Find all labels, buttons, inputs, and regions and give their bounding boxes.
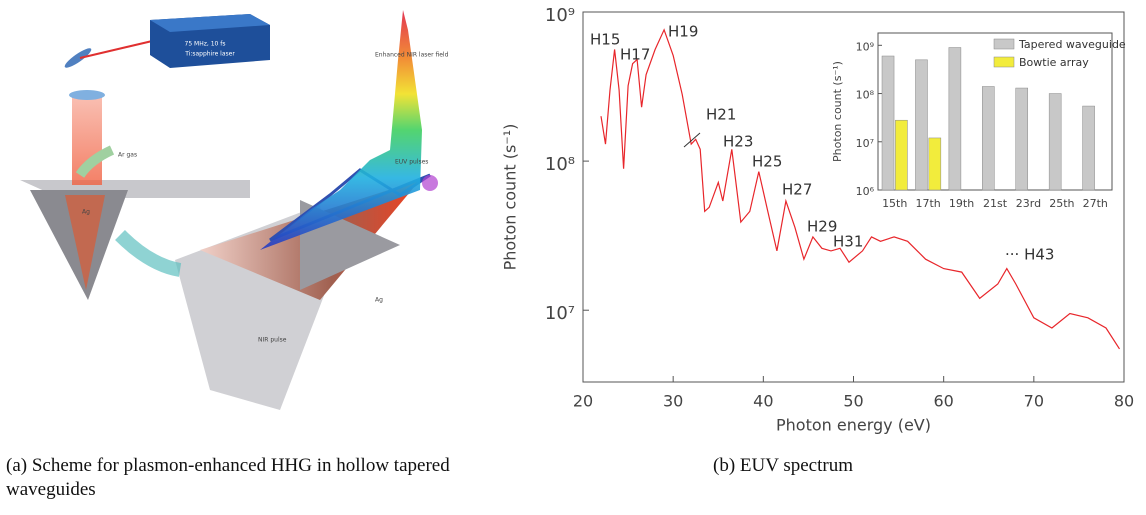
bar bbox=[1015, 87, 1029, 191]
y-tick-label: 10⁷ bbox=[545, 303, 575, 324]
x-tick-label: 60 bbox=[933, 392, 953, 411]
diagram-label: Ar gas bbox=[118, 152, 137, 159]
harmonic-label: ··· H43 bbox=[1005, 246, 1054, 264]
x-tick-label: 27th bbox=[1083, 197, 1108, 210]
diagram-label: Ag bbox=[375, 297, 383, 304]
laser-box-top bbox=[150, 14, 270, 32]
x-tick-label: 25th bbox=[1049, 197, 1074, 210]
legend-label: Tapered waveguide bbox=[1018, 38, 1126, 51]
y-tick-label: 10⁸ bbox=[856, 89, 875, 102]
taper-core bbox=[65, 195, 105, 290]
harmonic-label: H15 bbox=[590, 31, 620, 49]
bar bbox=[928, 137, 942, 191]
caption: (a) Scheme for plasmon-enhanced HHG in h… bbox=[6, 455, 450, 500]
bar bbox=[982, 86, 995, 191]
field-spike bbox=[260, 10, 422, 250]
harmonic-label: H17 bbox=[620, 46, 650, 64]
h21-arrow bbox=[683, 132, 701, 148]
x-tick-label: 17th bbox=[915, 197, 940, 210]
y-axis-label: Photon count (s⁻¹) bbox=[831, 61, 844, 162]
y-tick-label: 10⁶ bbox=[856, 185, 875, 198]
x-axis-label: Photon energy (eV) bbox=[776, 416, 931, 435]
harmonic-label: H23 bbox=[723, 133, 753, 151]
y-tick-label: 10⁹ bbox=[856, 40, 874, 53]
harmonic-label: H19 bbox=[668, 23, 698, 41]
diagram-label: Enhanced NIR laser field bbox=[375, 52, 449, 59]
x-tick-label: 21st bbox=[983, 197, 1008, 210]
y-axis-label: Photon count (s⁻¹) bbox=[501, 124, 520, 271]
laser-label: Ti:sapphire laser bbox=[184, 51, 235, 58]
harmonic-label: H21 bbox=[706, 106, 736, 124]
laser-label: 75 MHz, 10 fs bbox=[185, 41, 226, 48]
figure-canvas: 75 MHz, 10 fs Ti:sapphire laser Enhanced… bbox=[20, 5, 1134, 435]
bar bbox=[881, 55, 895, 191]
y-tick-label: 10⁹ bbox=[545, 5, 575, 26]
x-tick-label: 70 bbox=[1024, 392, 1044, 411]
harmonic-label: H31 bbox=[833, 233, 863, 251]
bar bbox=[1048, 93, 1062, 191]
x-tick-label: 19th bbox=[949, 197, 974, 210]
legend-label: Bowtie array bbox=[1019, 56, 1089, 69]
x-tick-label: 50 bbox=[843, 392, 863, 411]
harmonic-label: H27 bbox=[782, 181, 812, 199]
x-tick-label: 80 bbox=[1114, 392, 1134, 411]
bar bbox=[895, 119, 908, 191]
harmonic-label: H25 bbox=[752, 153, 782, 171]
x-tick-label: 30 bbox=[663, 392, 683, 411]
euv-spot bbox=[422, 175, 438, 191]
y-tick-label: 10⁸ bbox=[545, 154, 575, 175]
bar bbox=[1082, 105, 1095, 191]
spectrum-line bbox=[600, 28, 1121, 350]
diagram-label: NIR pulse bbox=[258, 337, 287, 344]
bar bbox=[948, 47, 962, 191]
x-tick-label: 20 bbox=[573, 392, 593, 411]
harmonic-label: H29 bbox=[807, 218, 837, 236]
gas-arrow bbox=[75, 145, 115, 178]
y-tick-label: 10⁷ bbox=[856, 137, 874, 150]
lens bbox=[69, 90, 105, 100]
bar bbox=[915, 59, 928, 191]
diagram-label: Ag bbox=[82, 209, 90, 216]
diagram-label: EUV pulses bbox=[395, 159, 428, 166]
x-tick-label: 40 bbox=[753, 392, 773, 411]
legend-swatch bbox=[993, 56, 1015, 68]
mirror bbox=[64, 48, 92, 68]
x-tick-label: 23rd bbox=[1016, 197, 1041, 210]
scheme-diagram: 75 MHz, 10 fs Ti:sapphire laser Enhanced… bbox=[20, 10, 449, 410]
x-tick-label: 15th bbox=[882, 197, 907, 210]
caption: (b) EUV spectrum bbox=[713, 455, 854, 476]
zoom-arrow bbox=[115, 229, 182, 277]
legend-swatch bbox=[993, 38, 1015, 50]
